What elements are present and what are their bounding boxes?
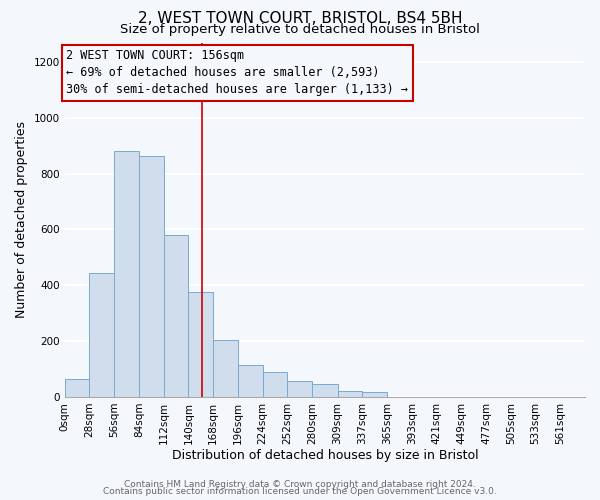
Text: Contains public sector information licensed under the Open Government Licence v3: Contains public sector information licen… <box>103 487 497 496</box>
Bar <box>114 152 139 397</box>
Text: Contains HM Land Registry data © Crown copyright and database right 2024.: Contains HM Land Registry data © Crown c… <box>124 480 476 489</box>
Bar <box>139 156 164 397</box>
Bar <box>263 372 287 397</box>
Bar <box>287 381 312 397</box>
Bar <box>65 379 89 397</box>
Text: Size of property relative to detached houses in Bristol: Size of property relative to detached ho… <box>120 22 480 36</box>
Bar <box>362 392 387 397</box>
Bar <box>213 340 238 397</box>
Bar <box>164 235 188 397</box>
Y-axis label: Number of detached properties: Number of detached properties <box>15 121 28 318</box>
Bar <box>188 292 213 397</box>
Text: 2 WEST TOWN COURT: 156sqm
← 69% of detached houses are smaller (2,593)
30% of se: 2 WEST TOWN COURT: 156sqm ← 69% of detac… <box>67 50 409 96</box>
Bar <box>312 384 338 397</box>
Bar <box>238 365 263 397</box>
Text: 2, WEST TOWN COURT, BRISTOL, BS4 5BH: 2, WEST TOWN COURT, BRISTOL, BS4 5BH <box>138 11 462 26</box>
Bar <box>89 273 114 397</box>
X-axis label: Distribution of detached houses by size in Bristol: Distribution of detached houses by size … <box>172 450 478 462</box>
Bar <box>338 391 362 397</box>
